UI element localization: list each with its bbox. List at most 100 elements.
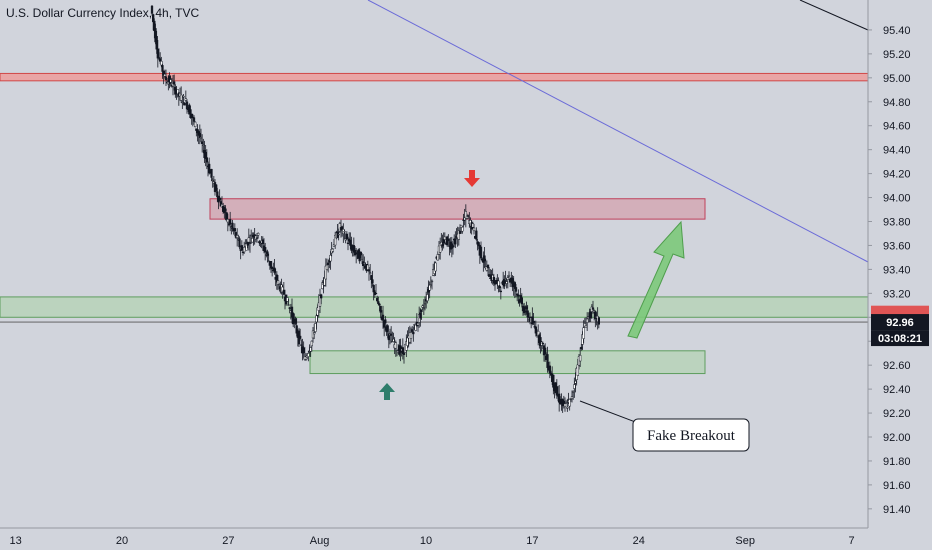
candle-body: [243, 246, 246, 253]
price-zones: [0, 72, 869, 375]
candle-body: [411, 329, 414, 332]
candle-body: [180, 94, 183, 101]
candle-body: [276, 280, 280, 285]
time-tick-label: 17: [526, 535, 538, 547]
candle-body: [185, 101, 189, 110]
candle-body: [544, 347, 547, 355]
candle-body: [236, 235, 239, 238]
candle-body: [331, 248, 334, 252]
countdown-badge: [871, 330, 929, 347]
candle-body: [416, 322, 420, 326]
candle-body: [541, 342, 544, 345]
candle-body: [371, 279, 374, 284]
candle-body: [225, 212, 228, 220]
candle-body: [184, 98, 187, 101]
candle-body: [231, 222, 234, 229]
price-tick-label: 92.60: [883, 360, 911, 372]
trend-line-upper: [799, 0, 869, 31]
candle-body: [286, 297, 289, 302]
candle-body: [392, 338, 395, 342]
candle-body: [211, 179, 214, 182]
candle-body: [156, 48, 159, 59]
candle-body: [160, 60, 163, 66]
candle-body: [429, 284, 432, 286]
candle-body: [483, 255, 486, 262]
candle-body: [573, 384, 576, 389]
zone-support_lower: [309, 350, 706, 375]
candle-body: [324, 265, 327, 280]
candle-body: [419, 312, 422, 319]
candle-body: [273, 267, 276, 273]
candle-body: [238, 238, 241, 248]
candle-body: [409, 332, 413, 339]
time-tick-label: 7: [849, 535, 855, 547]
candle-body: [472, 227, 476, 232]
candle-body: [454, 238, 457, 245]
candle-body: [457, 230, 460, 240]
candle-body: [295, 325, 298, 334]
candle-body: [597, 317, 600, 325]
candle-body: [386, 325, 389, 332]
candle-body: [355, 252, 358, 255]
candle-body: [255, 237, 259, 239]
candle-body: [580, 346, 583, 349]
candle-body: [164, 76, 168, 81]
candle-body: [514, 287, 518, 292]
candle-body: [310, 340, 313, 347]
candle-body: [458, 230, 462, 234]
candle-body: [294, 318, 297, 324]
candle-body: [412, 331, 415, 335]
chart-title: U.S. Dollar Currency Index, 4h, TVC: [6, 6, 200, 20]
candle-body: [155, 36, 158, 50]
candle-body: [218, 197, 221, 201]
candle-body: [258, 241, 261, 244]
candle-body: [201, 141, 204, 144]
price-tick-label: 93.20: [883, 288, 911, 300]
candle-body: [271, 266, 274, 270]
candle-body: [152, 14, 155, 23]
candle-body: [520, 297, 523, 305]
candle-body: [264, 247, 267, 253]
time-tick-label: 10: [420, 535, 432, 547]
candle-body: [359, 251, 362, 256]
candle-body: [194, 121, 197, 128]
candle-body: [498, 285, 501, 289]
candle-body: [589, 311, 592, 319]
candle-body: [246, 242, 249, 246]
price-badge-text: 92.96: [886, 317, 914, 329]
candle-body: [475, 230, 478, 240]
candle-body: [532, 321, 535, 323]
candle-body: [314, 323, 317, 332]
candle-body: [366, 264, 369, 270]
candle-body: [576, 364, 579, 376]
candle-body: [150, 5, 154, 14]
candle-body: [251, 238, 254, 243]
candle-body: [300, 344, 303, 346]
candle-body: [282, 289, 285, 295]
candle-body: [346, 242, 350, 244]
projection-arrow-icon: [627, 220, 685, 339]
candle-body: [329, 254, 332, 262]
candle-body: [320, 294, 323, 299]
candle-body: [344, 238, 347, 241]
callout-text: Fake Breakout: [647, 428, 736, 444]
time-tick-label: 27: [222, 535, 234, 547]
candle-body: [423, 303, 427, 305]
candle-body: [479, 246, 483, 258]
candle-body: [287, 304, 290, 306]
candle-body: [248, 242, 252, 244]
time-tick-label: Aug: [310, 535, 330, 547]
candle-body: [288, 307, 291, 309]
candle-body: [163, 73, 166, 77]
price-tick-label: 92.00: [883, 432, 911, 444]
callout-box: [632, 418, 750, 452]
candle-body: [477, 242, 480, 247]
candle-body: [343, 231, 346, 233]
candle-body: [488, 274, 491, 277]
level-95-band: [0, 72, 869, 82]
candle-body: [379, 305, 382, 313]
price-tick-label: 93.60: [883, 240, 911, 252]
